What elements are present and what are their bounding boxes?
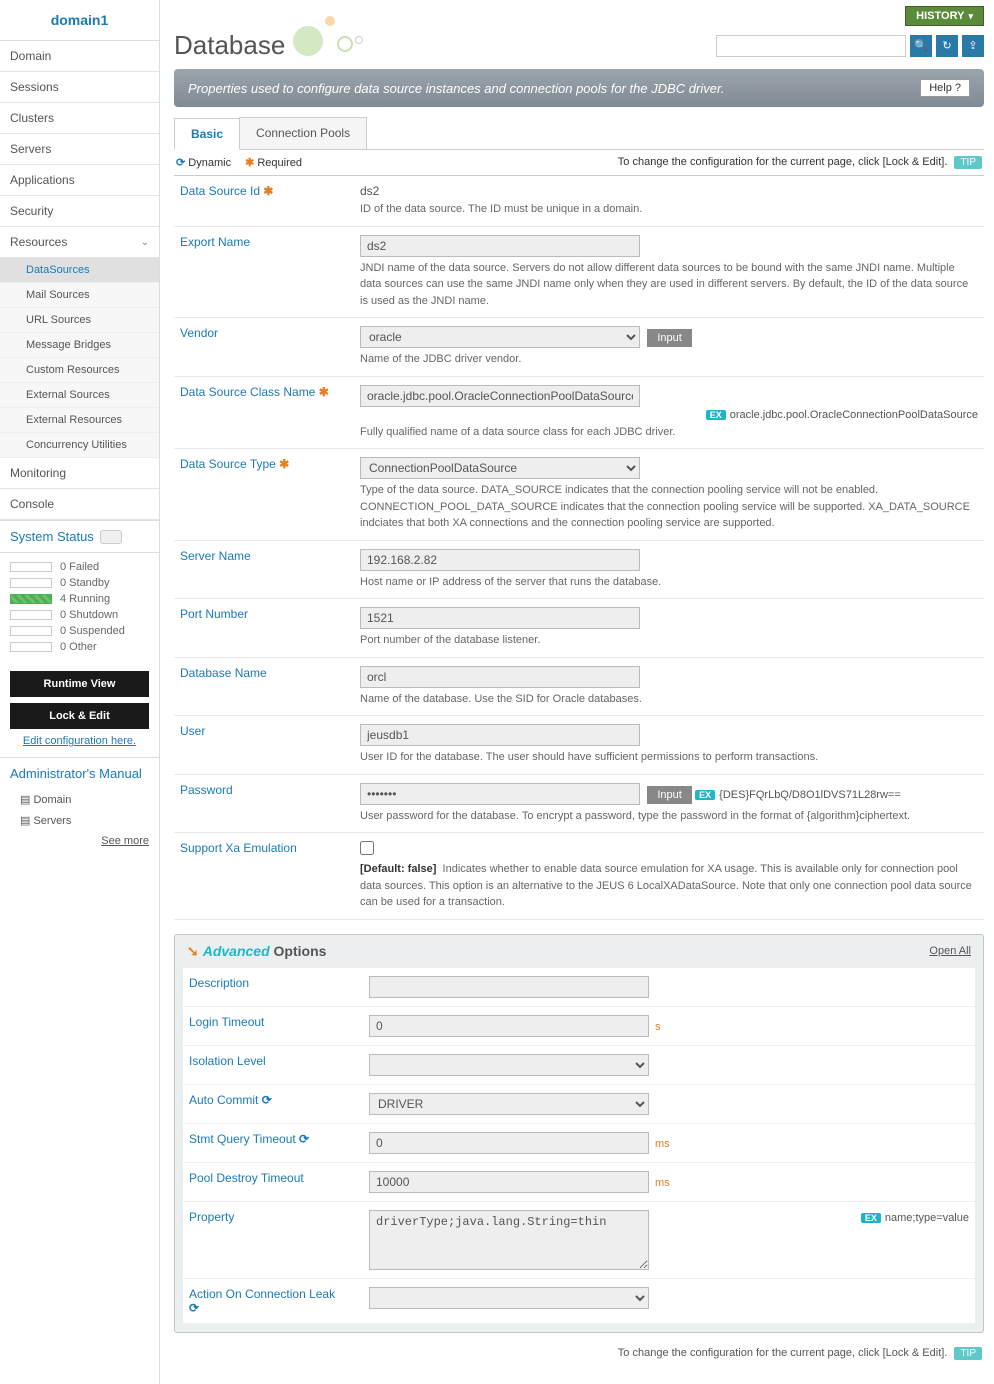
domain-title: domain1 [0,0,159,41]
status-bar-icon [10,610,52,620]
status-row: 0 Other [10,639,149,655]
nav-item-sessions[interactable]: Sessions [0,72,159,103]
system-status-header: System Status [0,520,159,553]
isolation-select[interactable] [369,1054,649,1076]
nav-resources[interactable]: Resources ⌄ [0,227,159,258]
see-more-link[interactable]: See more [0,831,159,851]
vendor-select[interactable]: oracle [360,326,640,348]
sub-item-external-resources[interactable]: External Resources [0,408,159,433]
search-icon[interactable]: 🔍 [910,35,932,57]
chevron-down-icon: ▾ [968,11,973,22]
tab-connection-pools[interactable]: Connection Pools [239,117,367,149]
tip-badge-footer[interactable]: TIP [954,1347,982,1360]
edit-config-link[interactable]: Edit configuration here. [10,735,149,747]
open-all-link[interactable]: Open All [929,945,971,957]
status-row: 4 Running [10,591,149,607]
lock-edit-button[interactable]: Lock & Edit [10,703,149,729]
tabs: Basic Connection Pools [174,117,984,150]
nav-item-applications[interactable]: Applications [0,165,159,196]
export-icon[interactable]: ⇪ [962,35,984,57]
toggle-icon[interactable] [100,530,122,544]
nav-item-security[interactable]: Security [0,196,159,227]
description-input[interactable] [369,976,649,998]
dynamic-icon: ⟳ [176,157,185,169]
password-input[interactable] [360,783,640,805]
xa-emulation-checkbox[interactable] [360,841,374,855]
status-row: 0 Suspended [10,623,149,639]
tab-basic[interactable]: Basic [174,118,240,150]
sub-item-message-bridges[interactable]: Message Bridges [0,333,159,358]
user-input[interactable] [360,724,640,746]
sidebar: domain1 DomainSessionsClustersServersApp… [0,0,160,1384]
history-button[interactable]: HISTORY ▾ [905,6,984,26]
refresh-icon[interactable]: ↻ [936,35,958,57]
status-row: 0 Standby [10,575,149,591]
data-source-id-value: ds2 [360,184,978,198]
stmt-timeout-input[interactable] [369,1132,649,1154]
required-icon: ✱ [245,157,254,169]
sub-item-external-sources[interactable]: External Sources [0,383,159,408]
manual-title: Administrator's Manual [0,757,159,789]
db-name-input[interactable] [360,666,640,688]
description-bar: Properties used to configure data source… [174,69,984,107]
nav-item-clusters[interactable]: Clusters [0,103,159,134]
nav-item-console[interactable]: Console [0,489,159,520]
search-input[interactable] [716,35,906,57]
status-bar-icon [10,626,52,636]
nav-item-monitoring[interactable]: Monitoring [0,458,159,489]
export-name-input[interactable] [360,235,640,257]
page-title: Database [174,30,363,61]
sub-item-datasources[interactable]: DataSources [0,258,159,283]
login-timeout-input[interactable] [369,1015,649,1037]
status-row: 0 Shutdown [10,607,149,623]
runtime-view-button[interactable]: Runtime View [10,671,149,697]
auto-commit-select[interactable]: DRIVER [369,1093,649,1115]
password-input-button[interactable]: Input [647,786,691,804]
advanced-panel: ➘Advanced Options Open All Description L… [174,934,984,1334]
pool-destroy-input[interactable] [369,1171,649,1193]
main-content: HISTORY ▾ Database 🔍 ↻ ⇪ Properties used… [160,0,994,1384]
tip-badge[interactable]: TIP [954,156,982,169]
server-name-input[interactable] [360,549,640,571]
nav-item-domain[interactable]: Domain [0,41,159,72]
ds-type-select[interactable]: ConnectionPoolDataSource [360,457,640,479]
property-textarea[interactable]: driverType;java.lang.String=thin [369,1210,649,1270]
vendor-input-button[interactable]: Input [647,329,691,347]
help-button[interactable]: Help ? [920,79,970,97]
status-bar-icon [10,562,52,572]
nav-item-servers[interactable]: Servers [0,134,159,165]
sub-item-url-sources[interactable]: URL Sources [0,308,159,333]
status-bar-icon [10,642,52,652]
arrow-down-icon: ➘ [187,943,199,959]
sub-item-custom-resources[interactable]: Custom Resources [0,358,159,383]
sub-item-concurrency-utilities[interactable]: Concurrency Utilities [0,433,159,458]
status-row: 0 Failed [10,559,149,575]
sub-item-mail-sources[interactable]: Mail Sources [0,283,159,308]
class-name-input[interactable] [360,385,640,407]
status-bar-icon [10,594,52,604]
port-input[interactable] [360,607,640,629]
manual-item[interactable]: ▤ Domain [0,789,159,810]
manual-item[interactable]: ▤ Servers [0,810,159,831]
decoration-icon [293,36,363,56]
chevron-down-icon: ⌄ [141,237,149,248]
status-bar-icon [10,578,52,588]
